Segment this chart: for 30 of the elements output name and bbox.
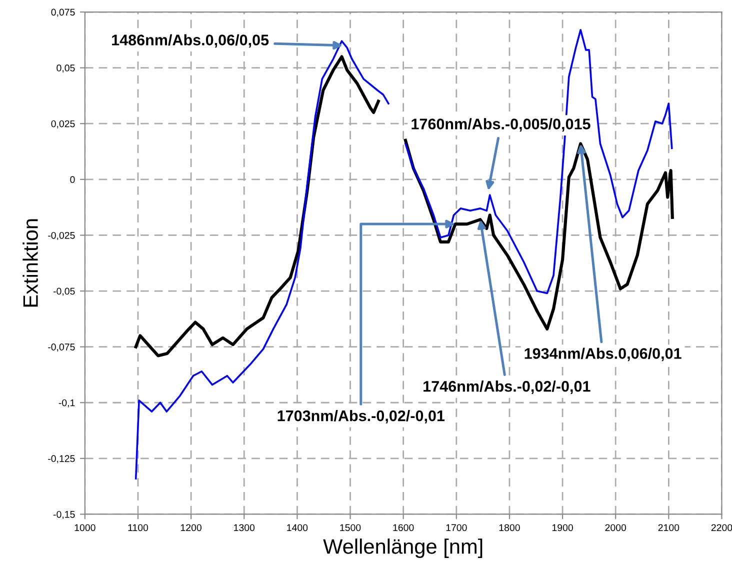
- annotation: 1703nm/Abs.-0,02/-0,01: [278, 410, 445, 424]
- x-tick-label: 1500: [340, 524, 361, 532]
- annotation: 1760nm/Abs.-0,005/0,015: [412, 118, 590, 132]
- y-tick-label: 0,025: [51, 120, 75, 128]
- x-tick-label: 1800: [499, 524, 520, 532]
- x-tick-label: 2100: [658, 524, 680, 532]
- x-tick-label: 2000: [605, 524, 626, 532]
- y-tick-label: 0: [70, 176, 75, 184]
- y-tick-label: 0,05: [56, 64, 75, 73]
- annotation: 1486nm/Abs.0,06/0,05: [112, 34, 269, 48]
- annotation: 1746nm/Abs.-0,02/-0,01: [424, 380, 590, 394]
- x-tick-label: 1000: [74, 524, 96, 532]
- y-tick-label: 0,075: [51, 8, 75, 17]
- x-tick-label: 1200: [180, 524, 202, 532]
- x-tick-label: 1700: [446, 524, 467, 532]
- x-tick-label: 1300: [234, 524, 255, 532]
- y-tick-label: -0,05: [53, 288, 75, 296]
- annotation: 1934nm/Abs.0,06/0,01: [524, 348, 682, 362]
- y-tick-label: -0,025: [48, 232, 75, 240]
- x-tick-label: 2200: [711, 524, 732, 532]
- x-tick-label: 1600: [393, 524, 414, 532]
- x-tick-label: 1100: [128, 524, 148, 532]
- y-tick-label: -0,1: [58, 399, 75, 408]
- x-axis-title: Wellenlänge [nm]: [323, 538, 482, 558]
- y-tick-label: -0,15: [53, 510, 75, 519]
- y-tick-label: -0,075: [48, 344, 75, 352]
- x-tick-label: 1900: [552, 524, 573, 532]
- y-tick-label: -0,125: [48, 455, 75, 464]
- x-tick-label: 1400: [287, 524, 308, 532]
- y-axis-title: Extinktion: [22, 219, 38, 307]
